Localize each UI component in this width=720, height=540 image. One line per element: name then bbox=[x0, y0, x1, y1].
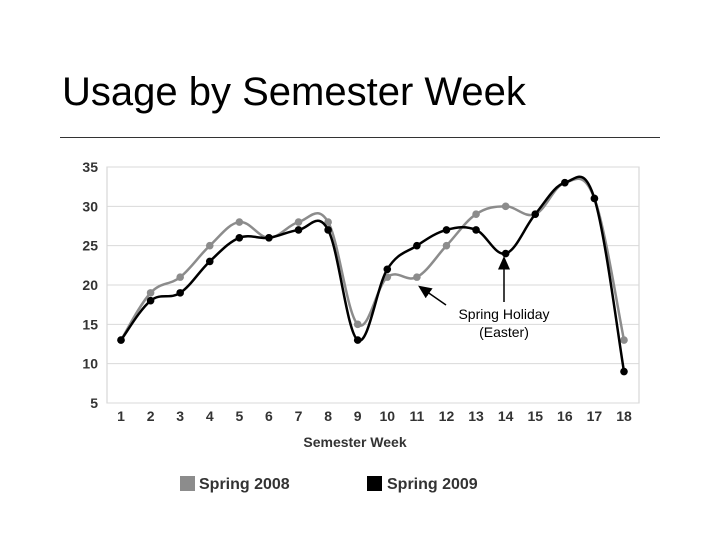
x-tick-label: 13 bbox=[468, 408, 484, 424]
data-point bbox=[590, 194, 599, 203]
x-tick-label: 8 bbox=[324, 408, 332, 424]
x-tick-label: 9 bbox=[354, 408, 362, 424]
x-tick-label: 2 bbox=[147, 408, 155, 424]
data-point bbox=[324, 218, 332, 226]
data-point bbox=[472, 210, 480, 218]
annotation-line-1: Spring Holiday bbox=[458, 306, 549, 322]
data-point bbox=[501, 202, 510, 211]
x-tick-label: 17 bbox=[587, 408, 603, 424]
data-point bbox=[413, 241, 421, 250]
series-spring-2009 bbox=[117, 175, 628, 376]
data-point bbox=[146, 296, 155, 305]
x-axis-title: Semester Week bbox=[303, 434, 406, 450]
gridlines bbox=[107, 166, 639, 404]
y-tick-label: 30 bbox=[82, 198, 98, 214]
data-point bbox=[235, 234, 244, 242]
data-point bbox=[531, 210, 540, 218]
x-tick-label: 10 bbox=[380, 408, 396, 424]
x-tick-label: 7 bbox=[295, 408, 303, 424]
x-axis-ticks: 1 2 3 4 5 6 7 8 9 10 11 12 13 14 15 16 17 18 bbox=[117, 408, 632, 424]
data-point bbox=[413, 273, 421, 281]
legend-label-spring-2009: Spring 2009 bbox=[387, 476, 478, 493]
series-layer bbox=[117, 175, 628, 376]
data-point bbox=[472, 226, 480, 234]
x-tick-label: 3 bbox=[176, 408, 184, 424]
legend: Spring 2008 Spring 2009 bbox=[180, 476, 478, 493]
annotation-line-2: (Easter) bbox=[479, 324, 529, 340]
data-point bbox=[205, 241, 214, 250]
y-tick-label: 15 bbox=[82, 316, 98, 332]
data-point bbox=[294, 218, 303, 226]
y-tick-label: 5 bbox=[90, 395, 98, 411]
data-point bbox=[176, 273, 184, 281]
x-tick-label: 6 bbox=[265, 408, 273, 424]
data-point bbox=[117, 336, 125, 344]
data-point bbox=[620, 336, 628, 344]
data-point bbox=[353, 320, 362, 329]
annotation-arrow-left bbox=[418, 285, 447, 306]
data-point bbox=[353, 336, 362, 344]
data-point bbox=[620, 367, 628, 376]
x-tick-label: 16 bbox=[557, 408, 573, 424]
x-tick-label: 15 bbox=[527, 408, 543, 424]
y-tick-label: 20 bbox=[82, 277, 98, 293]
data-point bbox=[265, 234, 273, 242]
legend-label-spring-2008: Spring 2008 bbox=[199, 476, 290, 493]
data-point bbox=[294, 226, 303, 234]
data-point bbox=[176, 289, 184, 297]
title-divider bbox=[60, 137, 660, 138]
data-point bbox=[561, 178, 569, 187]
data-point bbox=[205, 257, 214, 266]
x-tick-label: 12 bbox=[439, 408, 455, 424]
slide-title: Usage by Semester Week bbox=[62, 70, 526, 114]
x-tick-label: 5 bbox=[235, 408, 243, 424]
data-point bbox=[501, 249, 510, 258]
y-axis-ticks: 5 10 15 20 25 30 35 bbox=[82, 159, 98, 411]
x-tick-label: 1 bbox=[117, 408, 125, 424]
y-tick-label: 25 bbox=[82, 238, 98, 254]
data-point bbox=[442, 241, 451, 250]
data-point bbox=[442, 226, 451, 234]
x-tick-label: 14 bbox=[498, 408, 514, 424]
data-point bbox=[235, 218, 244, 226]
legend-swatch-spring-2009 bbox=[367, 476, 382, 491]
x-tick-label: 11 bbox=[409, 408, 424, 424]
data-point bbox=[383, 265, 392, 274]
x-tick-label: 4 bbox=[206, 408, 214, 424]
data-point bbox=[146, 289, 155, 297]
annotation: Spring Holiday (Easter) bbox=[418, 256, 550, 340]
x-tick-label: 18 bbox=[616, 408, 632, 424]
data-point bbox=[324, 226, 332, 234]
y-tick-label: 35 bbox=[82, 159, 98, 175]
y-tick-label: 10 bbox=[82, 356, 98, 372]
legend-swatch-spring-2008 bbox=[180, 476, 195, 491]
